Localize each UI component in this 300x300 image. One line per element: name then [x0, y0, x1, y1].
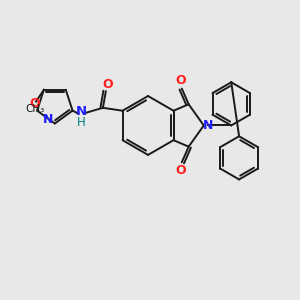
Text: O: O: [176, 74, 186, 87]
Text: O: O: [103, 78, 113, 91]
Text: N: N: [76, 105, 87, 118]
Text: O: O: [30, 97, 40, 110]
Text: CH₃: CH₃: [26, 104, 45, 114]
Text: H: H: [77, 116, 86, 129]
Text: N: N: [202, 119, 213, 132]
Text: O: O: [176, 164, 186, 177]
Text: N: N: [43, 113, 53, 126]
